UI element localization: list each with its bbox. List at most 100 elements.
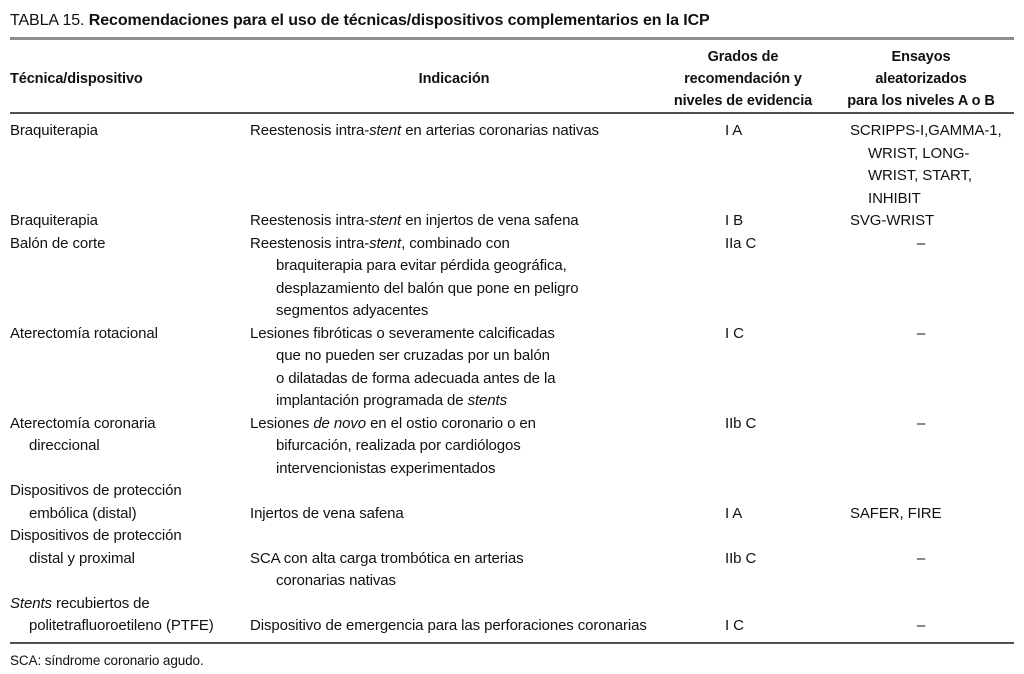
cell-line: o dilatadas de forma adecuada antes de l… <box>276 369 556 387</box>
cell-line: Stents recubiertos de <box>10 594 150 612</box>
cell-line: SCRIPPS-I,GAMMA-1, <box>850 122 1002 139</box>
top-rule <box>10 37 1014 40</box>
cell-line: WRIST, LONG- <box>868 144 970 162</box>
cell-line: – <box>916 324 926 342</box>
table-row: Braquiterapia Reestenosis intra-stent en … <box>10 120 1014 210</box>
cell-line: – <box>916 414 926 432</box>
column-header-trials-line: aleatorizados <box>875 71 967 87</box>
column-header-grade-line: Grados de <box>707 49 779 65</box>
cell-line: IIa C <box>725 234 757 252</box>
cell-line: Braquiterapia <box>10 122 98 139</box>
cell-line: politetrafluoroetileno (PTFE) <box>29 617 214 634</box>
indication-cell: Reestenosis intra-stent en injertos de v… <box>250 210 658 233</box>
cell-line: bifurcación, realizada por cardiólogos <box>276 437 521 454</box>
cell-line: I C <box>725 324 744 342</box>
column-header-technique: Técnica/dispositivo <box>10 46 250 112</box>
grade-cell: IIa C <box>658 233 828 323</box>
indication-cell: Injertos de vena safena <box>250 480 658 525</box>
cell-line: IIb C <box>725 549 757 567</box>
column-header-trials: Ensayos aleatorizados para los niveles A… <box>828 46 1014 112</box>
cell-line: que no pueden ser cruzadas por un balón <box>276 347 550 364</box>
table-row: Balón de corte Reestenosis intra-stent, c… <box>10 233 1014 323</box>
cell-line: – <box>916 617 926 634</box>
grade-cell: I C <box>658 593 828 638</box>
column-header-grade-line: recomendación y <box>684 71 802 87</box>
cell-line: intervencionistas experimentados <box>276 459 496 477</box>
cell-line: SVG-WRIST <box>850 212 935 229</box>
cell-line: I C <box>725 617 744 634</box>
column-header-indication: Indicación <box>250 46 658 112</box>
table-row: Stents recubiertos de politetrafluoroetil… <box>10 593 1014 638</box>
trials-cell: – <box>828 233 1014 323</box>
cell-line: IIb C <box>725 414 757 432</box>
cell-line: segmentos adyacentes <box>276 302 429 319</box>
indication-cell: SCA con alta carga trombótica en arteria… <box>250 525 658 593</box>
trials-cell: – <box>828 593 1014 638</box>
bottom-rule <box>10 641 1014 644</box>
cell-line: I A <box>725 504 743 522</box>
technique-cell: Braquiterapia <box>10 210 250 233</box>
technique-cell: Stents recubiertos de politetrafluoroetil… <box>10 593 250 638</box>
cell-line: Lesiones fibróticas o severamente calcif… <box>250 324 555 342</box>
indication-cell: Reestenosis intra-stent en arterias coro… <box>250 120 658 210</box>
grade-cell: I B <box>658 210 828 233</box>
trials-cell: – <box>828 323 1014 413</box>
cell-line: INHIBIT <box>868 189 921 207</box>
table-row: Dispositivos de protección embólica (dist… <box>10 480 1014 525</box>
column-header-trials-line: Ensayos <box>891 49 951 65</box>
table-header-row: Técnica/dispositivo Indicación Grados de… <box>10 40 1014 112</box>
cell-line: Reestenosis intra-stent en arterias coro… <box>250 122 599 139</box>
cell-line: Lesiones de novo en el ostio coronario o… <box>250 414 536 432</box>
column-header-trials-line: para los niveles A o B <box>847 93 995 109</box>
trials-cell: – <box>828 525 1014 593</box>
cell-line: desplazamiento del balón que pone en pel… <box>276 279 579 297</box>
table-number: TABLA 15. <box>10 12 85 29</box>
technique-cell: Dispositivos de protección distal y proxi… <box>10 525 250 593</box>
cell-line: Injertos de vena safena <box>250 504 404 522</box>
column-header-indication-label: Indicación <box>418 71 490 87</box>
indication-cell: Lesiones fibróticas o severamente calcif… <box>250 323 658 413</box>
grade-cell: IIb C <box>658 413 828 481</box>
cell-line: Dispositivos de protección <box>10 482 182 499</box>
table-row: Braquiterapia Reestenosis intra-stent en … <box>10 210 1014 233</box>
trials-cell: SAFER, FIRE <box>828 480 1014 525</box>
cell-line: Aterectomía coronaria <box>10 414 156 432</box>
trials-cell: – <box>828 413 1014 481</box>
trials-cell: SCRIPPS-I,GAMMA-1, WRIST, LONG- WRIST, STA… <box>828 120 1014 210</box>
table-row: Dispositivos de protección distal y proxi… <box>10 525 1014 593</box>
column-header-grade: Grados de recomendación y niveles de evi… <box>658 46 828 112</box>
table-row: Aterectomía coronaria direccional Lesiones… <box>10 413 1014 481</box>
cell-line: SAFER, FIRE <box>850 504 942 522</box>
cell-line: Balón de corte <box>10 234 106 252</box>
cell-line: Dispositivo de emergencia para las perfo… <box>250 617 647 634</box>
cell-line: implantación programada de stents <box>276 392 508 409</box>
cell-line: WRIST, START, <box>868 167 972 184</box>
technique-cell: Braquiterapia <box>10 120 250 210</box>
indication-cell: Dispositivo de emergencia para las perfo… <box>250 593 658 638</box>
technique-cell: Dispositivos de protección embólica (dist… <box>10 480 250 525</box>
cell-line: Reestenosis intra-stent, combinado con <box>250 234 510 252</box>
grade-cell: IIb C <box>658 525 828 593</box>
grade-cell: I C <box>658 323 828 413</box>
cell-line: Aterectomía rotacional <box>10 324 158 342</box>
table-row: Aterectomía rotacional Lesiones fibrótica… <box>10 323 1014 413</box>
cell-line: braquiterapia para evitar pérdida geográ… <box>276 257 567 274</box>
cell-line: – <box>916 234 926 252</box>
cell-line: Reestenosis intra-stent en injertos de v… <box>250 212 579 229</box>
trials-cell: SVG-WRIST <box>828 210 1014 233</box>
technique-cell: Balón de corte <box>10 233 250 323</box>
column-header-grade-line: niveles de evidencia <box>673 93 813 109</box>
cell-line: distal y proximal <box>29 549 135 567</box>
table-title: TABLA 15. Recomendaciones para el uso de… <box>10 11 1014 31</box>
indication-cell: Lesiones de novo en el ostio coronario o… <box>250 413 658 481</box>
cell-line: Braquiterapia <box>10 212 98 229</box>
cell-line: I B <box>725 212 744 229</box>
table-body: Braquiterapia Reestenosis intra-stent en … <box>10 114 1014 642</box>
table-footnote: SCA: síndrome coronario agudo. <box>10 652 204 668</box>
table-caption: Recomendaciones para el uso de técnicas/… <box>88 12 710 29</box>
grade-cell: I A <box>658 120 828 210</box>
cell-line: embólica (distal) <box>29 504 137 522</box>
cell-line: Dispositivos de protección <box>10 527 182 544</box>
cell-line: coronarias nativas <box>276 572 396 589</box>
